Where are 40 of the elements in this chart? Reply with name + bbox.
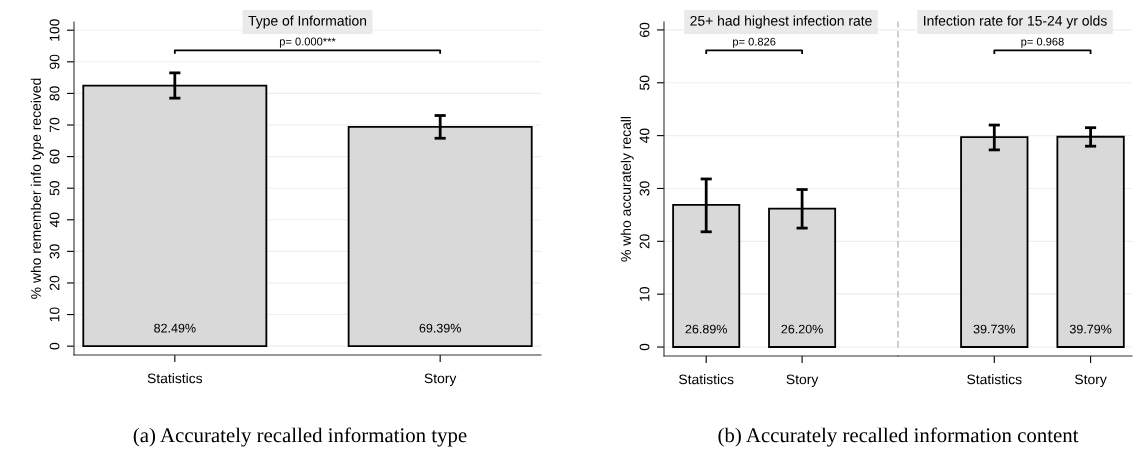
y-tick-label: 50 <box>639 75 650 90</box>
y-tick-label: 80 <box>49 86 60 101</box>
x-tick-label: Statistics <box>147 373 203 384</box>
y-tick-label: 40 <box>49 212 60 228</box>
chart-title: Infection rate for 15-24 yr olds <box>924 15 1107 29</box>
annotation: p= 0.826 <box>733 37 776 48</box>
y-tick-label: 50 <box>49 181 60 196</box>
y-tick-label: 0 <box>639 343 650 351</box>
text: (a) Accurately recalled information type <box>133 427 467 447</box>
x-tick-label: Story <box>424 373 457 386</box>
chart-title: 25+ had highest infection rate <box>690 15 872 29</box>
y-tick-label: 30 <box>49 244 60 259</box>
chart-title: Type of Information <box>248 15 367 29</box>
y-tick-label: 60 <box>49 149 60 164</box>
data-label: 26.20% <box>781 324 823 334</box>
text: (b) Accurately recalled information content <box>718 427 1079 447</box>
y-tick-label: 90 <box>49 54 60 69</box>
y-tick-label: 10 <box>49 307 60 322</box>
y-axis-title: % who remember info type received <box>30 78 44 299</box>
data-label: 39.79% <box>1069 324 1112 334</box>
y-axis-title: % who accurately recall <box>620 116 634 262</box>
y-tick-label: 10 <box>639 286 650 301</box>
annotation: p= 0.000*** <box>279 37 336 48</box>
y-tick-label: 0 <box>49 342 60 350</box>
y-tick-label: 20 <box>639 234 650 249</box>
x-tick-label: Story <box>786 374 819 387</box>
data-label: 39.73% <box>973 324 1016 334</box>
x-tick-label: Statistics <box>967 374 1022 385</box>
annotation: p= 0.968 <box>1021 37 1064 48</box>
data-label: 82.49% <box>154 323 196 333</box>
data-label: 69.39% <box>419 323 461 333</box>
x-tick-label: Story <box>1075 374 1107 387</box>
y-tick-label: 70 <box>49 117 60 133</box>
x-tick-label: Statistics <box>679 374 734 385</box>
y-tick-label: 40 <box>639 128 650 144</box>
y-tick-label: 20 <box>49 275 60 290</box>
y-tick-label: 100 <box>49 19 60 41</box>
y-tick-label: 30 <box>639 181 650 196</box>
data-label: 26.89% <box>685 324 727 334</box>
y-tick-label: 60 <box>639 22 650 37</box>
